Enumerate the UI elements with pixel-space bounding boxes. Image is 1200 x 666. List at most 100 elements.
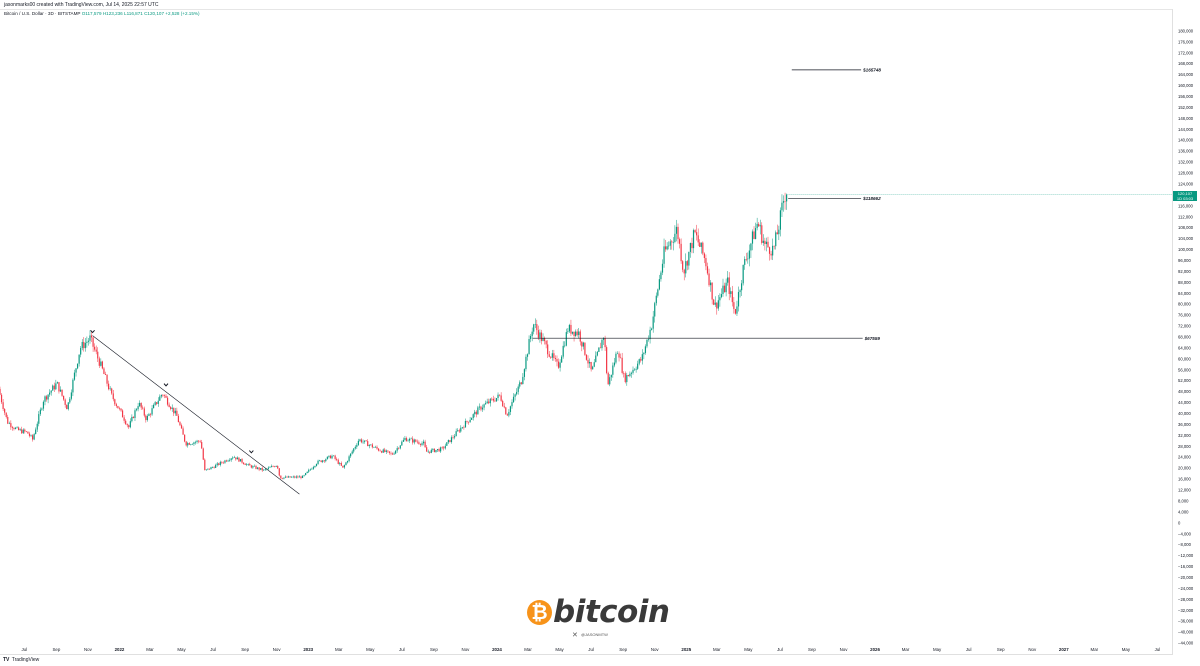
candle-body — [184, 434, 186, 442]
candle-body — [720, 294, 723, 298]
candle-body — [453, 436, 456, 438]
candle-body — [87, 340, 90, 342]
candle-body — [578, 331, 580, 335]
price-tick-label: −44,000 — [1178, 641, 1194, 646]
candle-body — [401, 441, 403, 446]
candle-body — [477, 407, 479, 415]
candle-body — [584, 342, 586, 355]
candle-body — [284, 476, 287, 478]
social-handle: ✕ @JASONMTW — [572, 631, 608, 639]
candle-body — [253, 465, 256, 467]
candle-body — [637, 363, 639, 369]
candle-body — [467, 421, 470, 423]
candle-body — [70, 392, 72, 399]
candle-body — [5, 412, 7, 417]
candle-body — [412, 438, 414, 443]
tradingview-brand[interactable]: TV TradingView — [3, 657, 39, 663]
price-tick-label: 104,000 — [1178, 236, 1194, 241]
candle-body — [528, 339, 530, 355]
candle-body — [567, 331, 569, 333]
candle-body — [218, 463, 220, 465]
candle-body — [176, 410, 178, 416]
candle-body — [8, 423, 10, 424]
candle-body — [182, 428, 184, 435]
time-tick-label: Sep — [997, 647, 1005, 652]
candle-body — [31, 435, 34, 440]
candle-body — [396, 448, 398, 451]
candle-body — [405, 438, 408, 442]
candle-body — [340, 463, 342, 466]
candle-body — [260, 468, 262, 470]
candle-body — [413, 439, 415, 443]
bitcoin-logo: ₿ bitcoin — [527, 594, 670, 632]
candle-body — [741, 283, 743, 291]
price-tick-label: 12,000 — [1178, 488, 1191, 493]
candle-body — [78, 354, 80, 364]
candle-body — [775, 232, 777, 247]
candle-body — [488, 401, 490, 404]
time-tick-label: Sep — [52, 647, 60, 652]
candle-body — [67, 402, 69, 410]
candle-body — [694, 230, 696, 233]
candle-body — [768, 247, 771, 254]
candle-body — [638, 359, 640, 364]
candle-body — [427, 451, 429, 453]
candle-body — [388, 451, 391, 453]
candle-body — [525, 356, 527, 370]
candle-body — [452, 437, 454, 438]
price-axis: −44,000 −40,000 −36,000 −32,000 −28,000 −24,0… — [1178, 28, 1194, 645]
candle-body — [436, 449, 439, 451]
candle-body — [235, 457, 237, 460]
tradingview-label: TradingView — [11, 657, 40, 663]
candle-body — [168, 404, 170, 408]
time-tick-label: May — [555, 647, 564, 652]
candle-body — [365, 440, 367, 442]
price-tick-label: −16,000 — [1178, 564, 1194, 569]
candle-body — [517, 386, 519, 392]
candle-body — [626, 375, 628, 383]
time-tick-label: 2027 — [1059, 647, 1069, 652]
candle-body — [621, 357, 623, 373]
candle-body — [457, 430, 459, 432]
candle-body — [306, 471, 308, 474]
candle-body — [157, 400, 159, 404]
candle-body — [381, 451, 383, 453]
candle-body — [44, 396, 46, 402]
candle-body — [250, 465, 252, 468]
candle-body — [537, 330, 539, 338]
price-tick-label: 0 — [1178, 520, 1181, 525]
candle-body — [702, 242, 704, 254]
candle-body — [444, 445, 446, 449]
candle-body — [247, 464, 249, 465]
candle-body — [663, 246, 665, 264]
candle-body — [404, 438, 406, 440]
candle-body — [39, 409, 41, 415]
candle-body — [154, 402, 156, 405]
candle-body — [101, 361, 103, 369]
candle-body — [236, 457, 238, 460]
candle-body — [14, 427, 17, 429]
time-axis: Jul Sep Nov 2022 Mar May Jul Sep Nov 2023 Mar May Ju… — [21, 647, 1160, 652]
candle-body — [156, 402, 158, 404]
candle-body — [472, 414, 474, 419]
candle-body — [441, 447, 443, 448]
candle-body — [286, 476, 288, 478]
candle-body — [351, 451, 353, 454]
candle-body — [633, 369, 636, 371]
candle-body — [506, 414, 508, 416]
candle-body — [300, 476, 302, 479]
candle-body — [615, 353, 617, 363]
candle-body — [69, 398, 71, 403]
price-tick-label: 132,000 — [1178, 160, 1194, 165]
candle-body — [433, 448, 436, 453]
candle-body — [59, 389, 62, 392]
candle-body — [722, 285, 724, 295]
candle-body — [443, 447, 445, 449]
time-tick-label: May — [177, 647, 186, 652]
candle-body — [149, 414, 152, 415]
price-level-label: $165748 — [862, 67, 881, 72]
price-tick-label: 116,000 — [1178, 203, 1193, 208]
candle-body — [523, 369, 526, 377]
time-tick-label: Nov — [84, 647, 93, 652]
